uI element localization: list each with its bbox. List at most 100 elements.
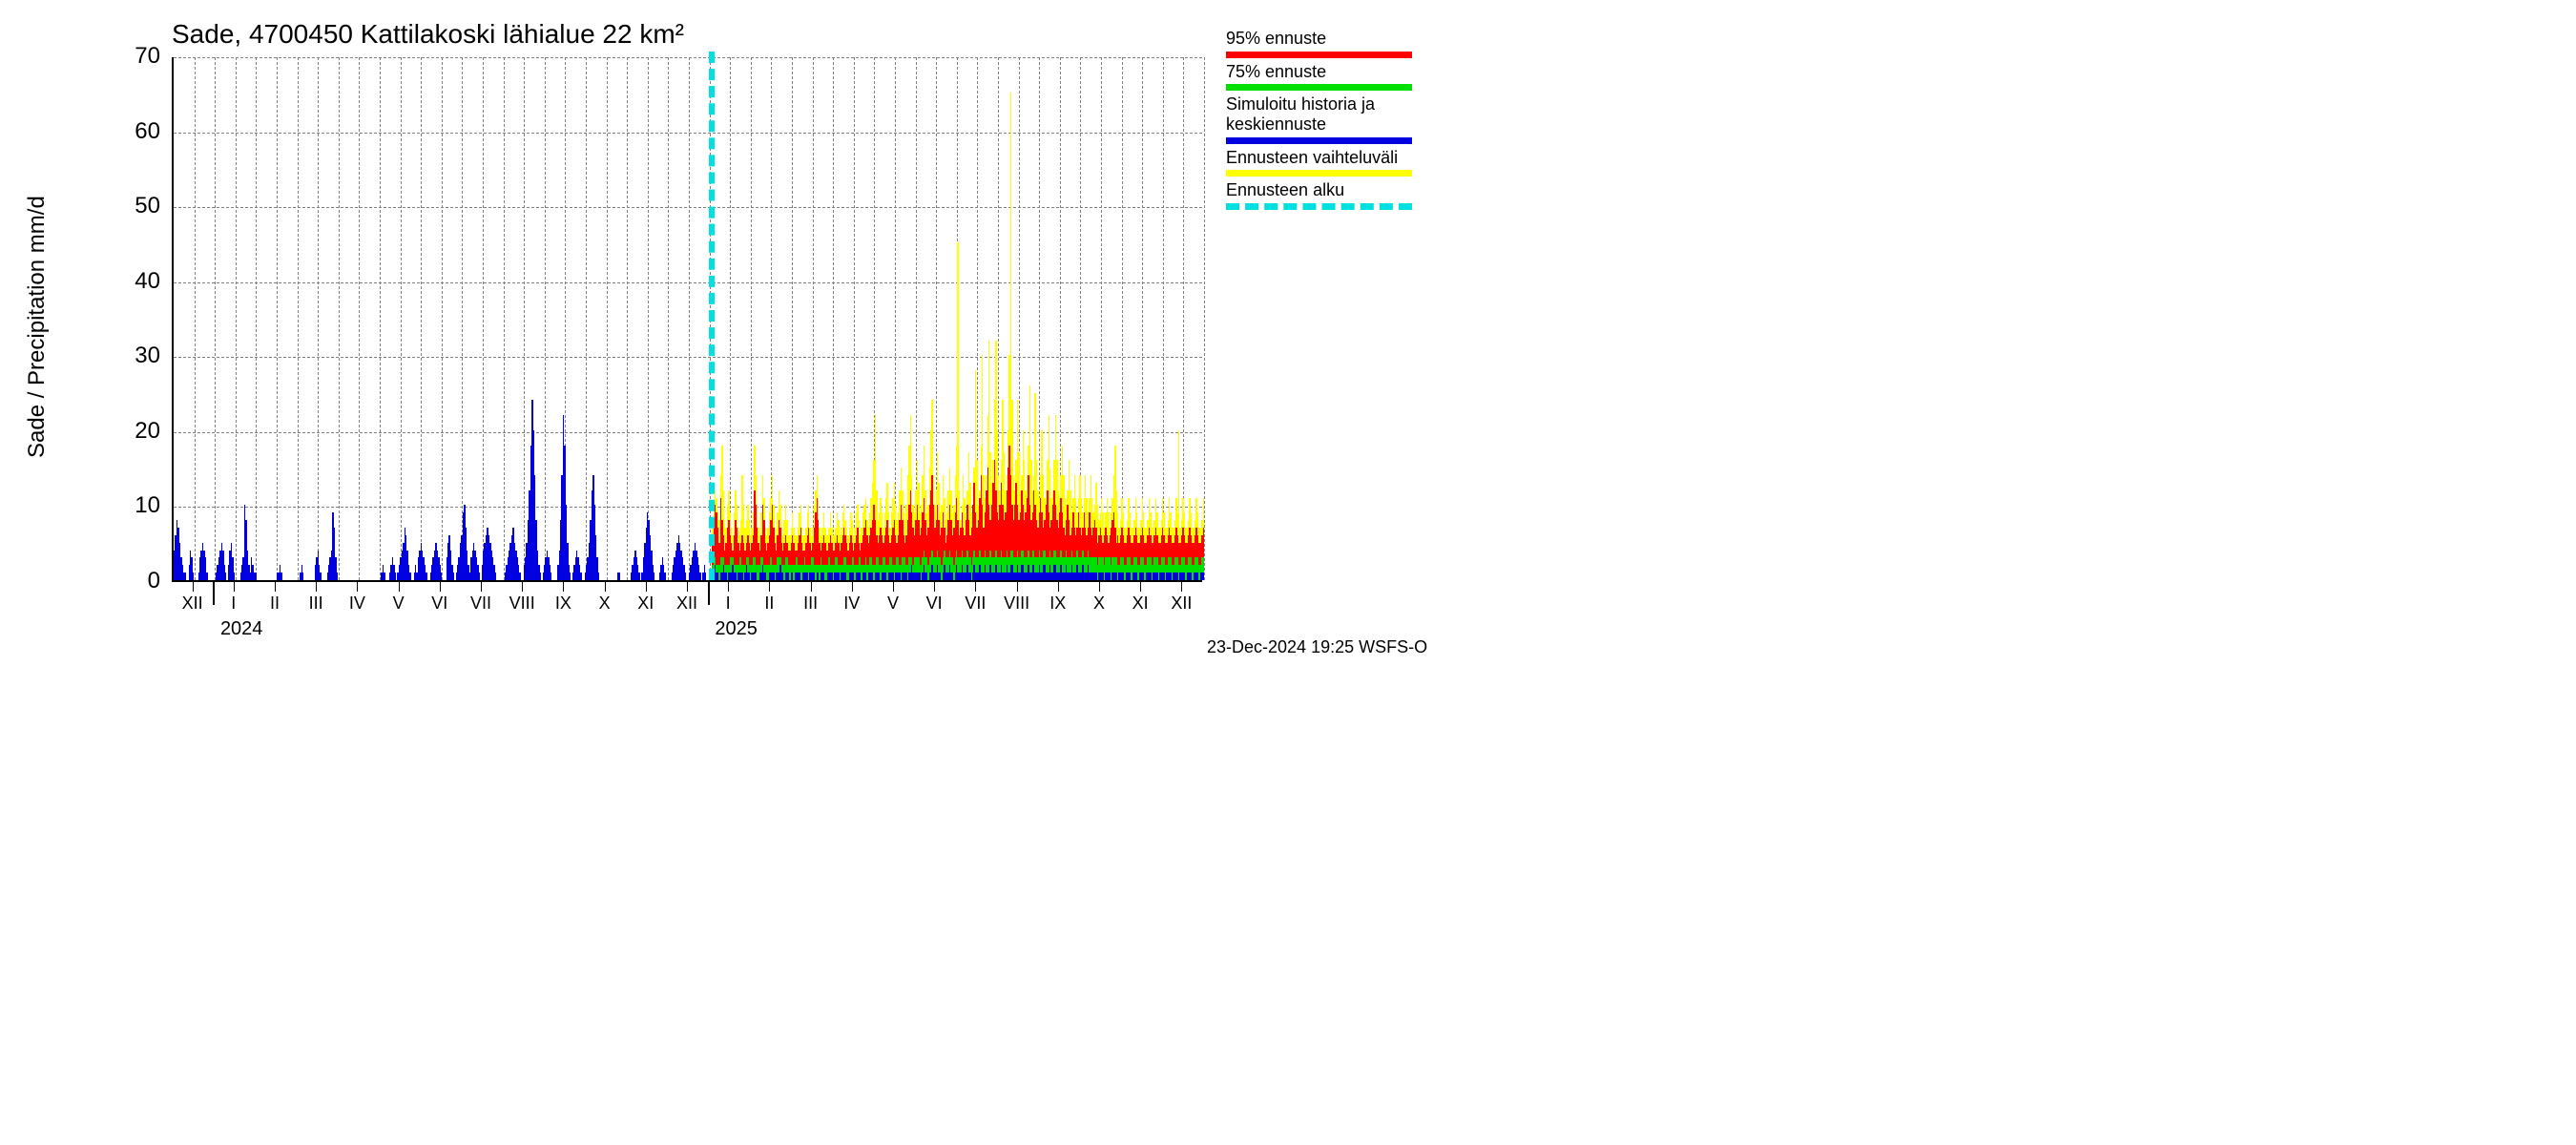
x-tick-label: II <box>764 593 774 614</box>
x-tick-label: XII <box>1171 593 1192 614</box>
history-bar <box>193 572 194 580</box>
history-bar <box>580 572 581 580</box>
chart-title: Sade, 4700450 Kattilakoski lähialue 22 k… <box>172 19 684 50</box>
x-tick-label: I <box>231 593 236 614</box>
x-tick-minor <box>357 582 358 592</box>
x-tick-minor <box>728 582 729 592</box>
x-tick-minor <box>1181 582 1182 592</box>
grid-vertical <box>298 57 299 580</box>
y-tick-label: 20 <box>103 418 160 445</box>
x-tick-label: II <box>270 593 280 614</box>
y-tick-label: 10 <box>103 492 160 519</box>
grid-vertical <box>401 57 402 580</box>
x-tick-minor <box>687 582 688 592</box>
y-axis-label: Sade / Precipitation mm/d <box>24 196 51 458</box>
history-bar <box>638 572 639 580</box>
x-tick-minor <box>234 582 235 592</box>
y-tick-label: 40 <box>103 268 160 295</box>
x-tick-label: VI <box>431 593 447 614</box>
forecast-range-bar <box>817 475 818 498</box>
grid-horizontal <box>174 282 1202 283</box>
forecast-range-bar <box>716 498 717 513</box>
x-tick-minor <box>893 582 894 592</box>
forecast-range-bar <box>808 505 809 528</box>
x-tick-minor <box>934 582 935 592</box>
legend-label: 75% ennuste <box>1226 62 1417 82</box>
x-tick-minor <box>1140 582 1141 592</box>
x-tick-label: XI <box>1132 593 1149 614</box>
forecast-mean-bar <box>1203 572 1204 580</box>
grid-horizontal <box>174 207 1202 208</box>
forecast-range-bar <box>957 242 958 520</box>
forecast-range-bar <box>773 505 774 528</box>
grid-vertical <box>462 57 463 580</box>
history-bar <box>337 572 338 580</box>
history-bar <box>519 572 520 580</box>
x-tick-label: VII <box>965 593 986 614</box>
history-bar <box>699 572 700 580</box>
grid-vertical <box>215 57 216 580</box>
history-bar <box>479 572 480 580</box>
x-tick-minor <box>1017 582 1018 592</box>
history-bar <box>395 572 396 580</box>
x-tick-minor <box>481 582 482 592</box>
grid-vertical <box>668 57 669 580</box>
history-bar <box>495 572 496 580</box>
x-tick-minor <box>852 582 853 592</box>
x-tick-label: IV <box>349 593 365 614</box>
history-bar <box>705 572 706 580</box>
history-bar <box>664 572 665 580</box>
x-tick-label: X <box>1093 593 1105 614</box>
x-year-label: 2025 <box>715 618 758 640</box>
legend: 95% ennuste 75% ennuste Simuloitu historia… <box>1226 29 1417 214</box>
x-tick-minor <box>193 582 194 592</box>
x-tick-minor <box>975 582 976 592</box>
forecast-range-bar <box>933 475 934 505</box>
grid-vertical <box>256 57 257 580</box>
y-tick-label: 30 <box>103 343 160 369</box>
x-tick-minor <box>646 582 647 592</box>
history-bar <box>598 572 599 580</box>
grid-vertical <box>545 57 546 580</box>
legend-swatch <box>1226 170 1412 177</box>
forecast-range-bar <box>800 505 801 528</box>
y-tick-label: 0 <box>103 568 160 594</box>
legend-label: Ennusteen alku <box>1226 180 1417 200</box>
x-tick-label: III <box>309 593 323 614</box>
x-tick-label: VI <box>926 593 943 614</box>
grid-vertical <box>751 57 752 580</box>
legend-label: 95% ennuste <box>1226 29 1417 49</box>
forecast-range-bar <box>779 505 780 528</box>
grid-vertical <box>854 57 855 580</box>
forecast-range-bar <box>772 475 773 505</box>
forecast-range-bar <box>818 498 819 521</box>
forecast-range-bar <box>756 475 757 505</box>
legend-entry-p75: 75% ennuste <box>1226 62 1417 92</box>
x-tick-label: IV <box>843 593 860 614</box>
legend-entry-p95: 95% ennuste <box>1226 29 1417 58</box>
x-tick-label: IX <box>1049 593 1066 614</box>
grid-vertical <box>318 57 319 580</box>
legend-label: Simuloitu historia jakeskiennuste <box>1226 94 1417 134</box>
grid-vertical <box>421 57 422 580</box>
y-tick-label: 50 <box>103 193 160 219</box>
forecast-range-bar <box>865 498 866 521</box>
grid-vertical <box>730 57 731 580</box>
x-tick-minor <box>522 582 523 592</box>
forecast-p75-bar <box>1203 557 1204 572</box>
history-bar <box>225 572 226 580</box>
grid-vertical <box>813 57 814 580</box>
x-tick-label: IX <box>555 593 571 614</box>
grid-vertical <box>277 57 278 580</box>
x-tick-label: VIII <box>509 593 535 614</box>
y-tick-label: 60 <box>103 118 160 145</box>
grid-vertical <box>586 57 587 580</box>
x-tick-minor <box>316 582 317 592</box>
legend-swatch <box>1226 52 1412 58</box>
history-bar <box>540 572 541 580</box>
grid-vertical <box>442 57 443 580</box>
grid-vertical <box>833 57 834 580</box>
grid-vertical <box>648 57 649 580</box>
legend-label: Ennusteen vaihteluväli <box>1226 148 1417 168</box>
forecast-range-bar <box>757 505 758 528</box>
